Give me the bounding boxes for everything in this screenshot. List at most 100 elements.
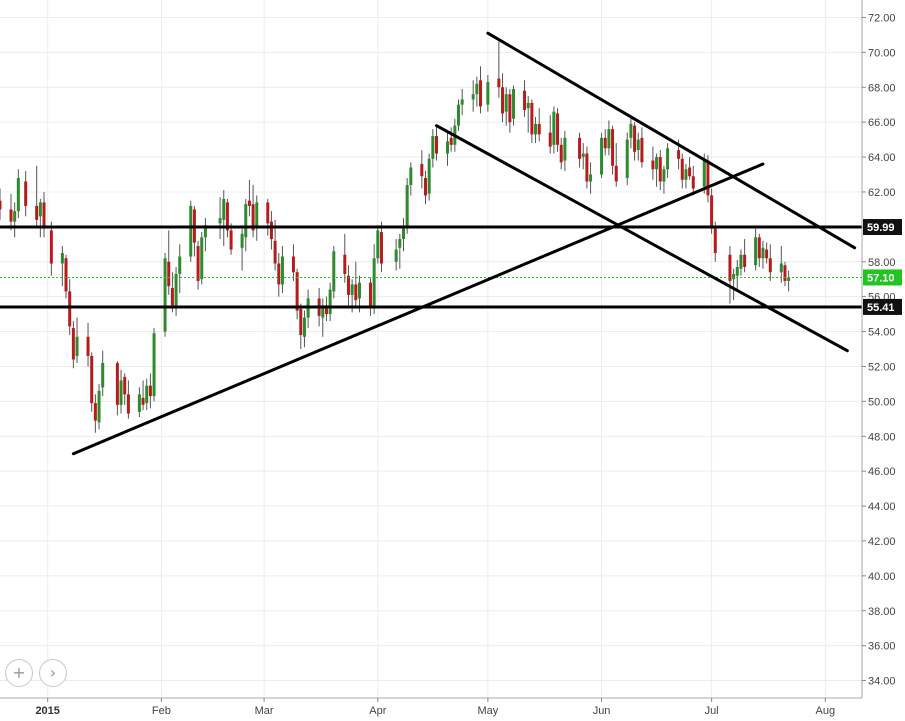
candle-body: [501, 87, 505, 114]
candle-body: [497, 78, 501, 88]
candle-body: [0, 200, 2, 210]
candle-body: [706, 160, 710, 196]
candle-body: [504, 94, 508, 112]
candle-body: [633, 125, 637, 152]
candle-body: [145, 385, 149, 404]
candle-body: [240, 233, 244, 248]
candle-body: [196, 246, 200, 281]
candle-body: [486, 82, 490, 105]
candle-body: [203, 225, 207, 238]
candle-body: [728, 254, 732, 281]
candle-body: [229, 230, 233, 250]
candle-body: [170, 287, 174, 306]
candle-body: [225, 202, 229, 231]
candle-body: [141, 397, 145, 405]
y-tick-label: 44.00: [868, 501, 896, 513]
price-badges: 59.99 55.41 57.10: [863, 219, 902, 315]
x-tick-label: Feb: [152, 705, 171, 717]
candle-body: [735, 266, 739, 276]
candle-body: [765, 249, 769, 259]
level-badge-label: 59.99: [867, 222, 895, 234]
y-tick-label: 64.00: [868, 152, 896, 164]
candle-body: [332, 251, 336, 292]
candle-body: [658, 157, 662, 182]
candle-body: [379, 232, 383, 264]
candle-body: [578, 137, 582, 159]
candle-body: [471, 94, 475, 100]
y-tick-label: 58.00: [868, 257, 896, 269]
candle-body: [688, 167, 692, 177]
candle-body: [178, 256, 182, 274]
y-tick-label: 50.00: [868, 396, 896, 408]
candle-body: [343, 254, 347, 274]
candle-body: [346, 275, 350, 295]
candle-body: [446, 141, 450, 154]
candle-body: [526, 102, 530, 109]
candle-body: [13, 211, 17, 222]
candle-body: [589, 174, 593, 182]
zoom-in-button[interactable]: +: [5, 659, 33, 687]
y-tick-label: 52.00: [868, 361, 896, 373]
candle-body: [93, 403, 97, 421]
candle-body: [739, 254, 743, 269]
candle-body: [611, 129, 615, 166]
candle-body: [295, 272, 299, 311]
candle-body: [269, 221, 273, 240]
y-tick-label: 72.00: [868, 12, 896, 24]
trendline: [71, 162, 765, 456]
candle-body: [163, 258, 167, 332]
candle-body: [16, 177, 20, 212]
y-tick-label: 46.00: [868, 466, 896, 478]
candle-body: [409, 167, 413, 185]
candle-body: [585, 153, 589, 182]
candle-body: [523, 90, 527, 110]
candle-body: [768, 258, 772, 273]
x-tick-label: 2015: [35, 705, 59, 717]
level-badge-bg: [863, 219, 902, 236]
candle-body: [126, 394, 130, 414]
candle-body: [629, 123, 633, 138]
candle-body: [167, 261, 171, 287]
candle-body: [713, 228, 717, 254]
candle-body: [537, 123, 541, 135]
y-tick-label: 48.00: [868, 431, 896, 443]
candle-body: [222, 198, 226, 220]
scroll-right-button[interactable]: ›: [39, 659, 67, 687]
candle-body: [244, 204, 248, 238]
candle-body: [97, 390, 101, 423]
x-tick-label: Apr: [369, 705, 386, 717]
candle-body: [174, 273, 178, 306]
candle-body: [90, 355, 94, 404]
candle-body: [732, 273, 736, 280]
candle-body: [291, 256, 295, 273]
last-price-badge-bg: [863, 269, 902, 286]
candle-body: [321, 305, 325, 318]
candle-body: [247, 200, 251, 206]
candle-body: [783, 265, 787, 281]
candle-body: [357, 282, 361, 299]
candle-body: [148, 385, 152, 397]
trendlines: [71, 31, 857, 456]
candle-body: [398, 239, 402, 248]
candle-body: [123, 376, 127, 395]
candle-body: [273, 240, 277, 264]
candle-body: [280, 256, 284, 285]
x-tick-label: Jul: [705, 705, 719, 717]
candle-body: [680, 158, 684, 180]
candle-body: [266, 202, 270, 224]
candle-body: [614, 165, 618, 182]
y-tick-label: 66.00: [868, 117, 896, 129]
candle-body: [423, 177, 427, 196]
x-axis-ticks: 2015 Feb Mar Apr May Jun Jul Aug: [35, 698, 835, 717]
candle-body: [401, 228, 405, 240]
candle-body: [38, 202, 42, 217]
candle-body: [449, 137, 453, 145]
x-tick-label: Jun: [593, 705, 611, 717]
candle-body: [86, 336, 90, 356]
candle-body: [530, 102, 534, 135]
candle-body: [251, 204, 255, 231]
candle-body: [757, 237, 761, 259]
candle-body: [9, 209, 13, 222]
candle-body: [152, 333, 156, 397]
